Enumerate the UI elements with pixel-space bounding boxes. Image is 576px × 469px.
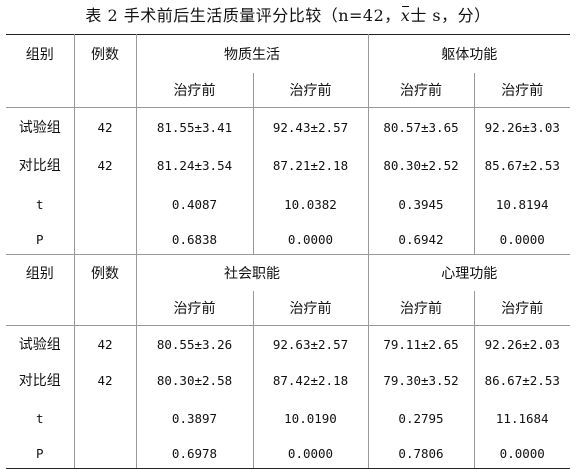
row-stat-label: P — [6, 438, 75, 469]
row-count — [73, 184, 137, 224]
data-cell: 0.7806 — [367, 438, 475, 469]
data-cell: 80.55±3.26 — [135, 325, 254, 362]
header-domain-physical-function: 躯体功能 — [367, 34, 570, 73]
subheader-cell: 治疗前 — [252, 73, 369, 108]
header-row: 组别 例数 社会职能 心理功能 — [6, 254, 570, 291]
table-row: t 0.4087 10.0382 0.3945 10.8194 — [6, 184, 570, 224]
row-count: 42 — [73, 325, 137, 362]
data-cell: 0.0000 — [473, 438, 570, 469]
subheader-row: 治疗前 治疗前 治疗前 治疗前 — [6, 291, 570, 326]
data-cell: 79.30±3.52 — [367, 362, 475, 398]
caption-mean-symbol: x — [401, 0, 411, 32]
data-cell: 11.1684 — [473, 398, 570, 438]
subheader-cell: 治疗前 — [252, 291, 369, 326]
data-cell: 0.6838 — [135, 224, 254, 255]
data-cell: 92.26±3.03 — [473, 107, 570, 146]
row-group-label: 试验组 — [6, 107, 75, 146]
row-count — [73, 398, 137, 438]
row-group-label: 对比组 — [6, 362, 75, 398]
header-count: 例数 — [73, 34, 137, 73]
quality-of-life-table: 组别 例数 物质生活 躯体功能 治疗前 治疗前 治疗前 治疗前 试验组 42 8… — [6, 34, 570, 469]
data-cell: 92.26±2.03 — [473, 325, 570, 362]
row-group-label: 对比组 — [6, 146, 75, 184]
data-cell: 79.11±2.65 — [367, 325, 475, 362]
data-cell: 0.3945 — [367, 184, 475, 224]
data-cell: 92.43±2.57 — [252, 107, 369, 146]
data-cell: 0.6942 — [367, 224, 475, 255]
row-stat-label: t — [6, 398, 75, 438]
row-count — [73, 224, 137, 255]
data-cell: 0.2795 — [367, 398, 475, 438]
data-cell: 10.0382 — [252, 184, 369, 224]
data-cell: 81.24±3.54 — [135, 146, 254, 184]
data-cell: 0.0000 — [252, 438, 369, 469]
row-stat-label: t — [6, 184, 75, 224]
header-domain-psychological-function: 心理功能 — [367, 254, 570, 291]
row-count — [73, 438, 137, 469]
data-cell: 81.55±3.41 — [135, 107, 254, 146]
subheader-cell: 治疗前 — [135, 73, 254, 108]
header-domain-material-life: 物质生活 — [135, 34, 369, 73]
data-cell: 10.8194 — [473, 184, 570, 224]
data-cell: 0.4087 — [135, 184, 254, 224]
row-stat-label: P — [6, 224, 75, 255]
data-cell: 0.3897 — [135, 398, 254, 438]
row-count: 42 — [73, 362, 137, 398]
table-row: t 0.3897 10.0190 0.2795 11.1684 — [6, 398, 570, 438]
data-cell: 87.21±2.18 — [252, 146, 369, 184]
data-cell: 80.30±2.58 — [135, 362, 254, 398]
header-domain-social-function: 社会职能 — [135, 254, 369, 291]
data-cell: 86.67±2.53 — [473, 362, 570, 398]
header-group: 组别 — [6, 254, 75, 291]
subheader-cell: 治疗前 — [135, 291, 254, 326]
header-row: 组别 例数 物质生活 躯体功能 — [6, 34, 570, 73]
table-caption: 表 2 手术前后生活质量评分比较（n=42，x士 s，分） — [0, 0, 576, 32]
data-cell: 80.57±3.65 — [367, 107, 475, 146]
subheader-row: 治疗前 治疗前 治疗前 治疗前 — [6, 73, 570, 108]
table-row: P 0.6838 0.0000 0.6942 0.0000 — [6, 224, 570, 255]
caption-suffix: 士 s，分） — [410, 6, 491, 25]
subheader-cell: 治疗前 — [367, 291, 475, 326]
data-cell: 0.0000 — [473, 224, 570, 255]
data-cell: 80.30±2.52 — [367, 146, 475, 184]
table-row: 试验组 42 81.55±3.41 92.43±2.57 80.57±3.65 … — [6, 107, 570, 146]
table-row: P 0.6978 0.0000 0.7806 0.0000 — [6, 438, 570, 469]
data-cell: 85.67±2.53 — [473, 146, 570, 184]
table-row: 对比组 42 80.30±2.58 87.42±2.18 79.30±3.52 … — [6, 362, 570, 398]
subheader-cell: 治疗前 — [473, 73, 570, 108]
header-count: 例数 — [73, 254, 137, 291]
data-cell: 0.6978 — [135, 438, 254, 469]
data-cell: 10.0190 — [252, 398, 369, 438]
row-count: 42 — [73, 107, 137, 146]
row-count: 42 — [73, 146, 137, 184]
data-cell: 0.0000 — [252, 224, 369, 255]
table-row: 试验组 42 80.55±3.26 92.63±2.57 79.11±2.65 … — [6, 325, 570, 362]
caption-prefix: 表 2 手术前后生活质量评分比较（n=42， — [85, 6, 401, 25]
data-cell: 87.42±2.18 — [252, 362, 369, 398]
data-cell: 92.63±2.57 — [252, 325, 369, 362]
table-row: 对比组 42 81.24±3.54 87.21±2.18 80.30±2.52 … — [6, 146, 570, 184]
header-group: 组别 — [6, 34, 75, 73]
subheader-cell: 治疗前 — [367, 73, 475, 108]
subheader-cell: 治疗前 — [473, 291, 570, 326]
row-group-label: 试验组 — [6, 325, 75, 362]
